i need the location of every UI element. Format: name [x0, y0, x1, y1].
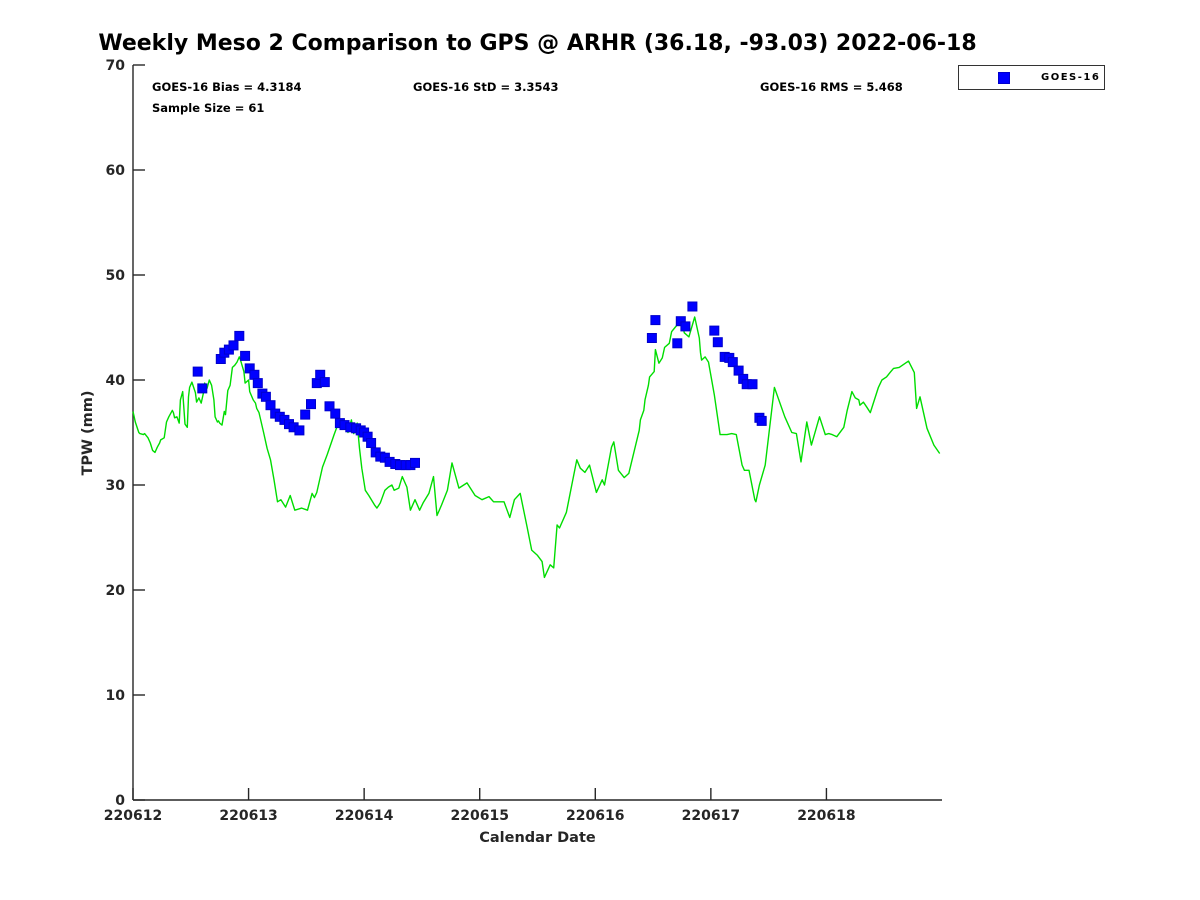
goes16-marker: [306, 399, 316, 410]
goes16-marker: [680, 321, 691, 332]
y-tick-label: 20: [106, 583, 126, 599]
legend-label: GOES-16: [1041, 72, 1101, 83]
stat-rms: GOES-16 RMS = 5.468: [760, 80, 903, 94]
y-tick-label: 0: [115, 793, 125, 809]
y-tick-label: 70: [106, 58, 126, 74]
goes16-marker: [687, 301, 698, 312]
goes16-marker: [252, 378, 263, 389]
goes16-marker: [646, 333, 657, 343]
y-tick-label: 30: [106, 478, 126, 494]
goes16-marker: [747, 379, 758, 390]
stat-bias: GOES-16 Bias = 4.3184: [152, 80, 302, 94]
x-tick-label: 220613: [219, 808, 277, 824]
x-tick-label: 220617: [682, 808, 740, 824]
gps-line: [132, 316, 941, 579]
goes16-marker: [366, 438, 377, 448]
goes16-marker: [249, 369, 260, 380]
goes16-marker: [410, 457, 420, 468]
x-tick-label: 220616: [566, 808, 624, 824]
goes16-marker: [192, 366, 203, 377]
goes16-marker: [300, 409, 311, 420]
goes16-marker: [733, 365, 744, 376]
goes16-marker: [756, 415, 767, 426]
goes16-marker: [260, 391, 271, 402]
x-tick-label: 220612: [104, 808, 162, 824]
goes16-marker: [197, 383, 208, 394]
y-tick-label: 60: [106, 163, 126, 179]
goes16-marker: [650, 315, 661, 326]
y-tick-label: 50: [106, 268, 126, 284]
y-tick-label: 10: [106, 688, 126, 704]
stat-sample-size: Sample Size = 61: [152, 101, 265, 115]
goes16-marker: [727, 357, 738, 368]
goes16-marker: [709, 325, 720, 336]
goes16-marker: [294, 425, 305, 436]
x-axis-label: Calendar Date: [479, 830, 596, 846]
x-tick-label: 220618: [797, 808, 855, 824]
goes16-marker: [228, 340, 239, 351]
x-tick-label: 220615: [450, 808, 508, 824]
goes16-marker: [265, 400, 276, 411]
goes16-legend-marker-icon: [998, 71, 1010, 84]
goes16-marker: [234, 330, 245, 341]
goes16-marker: [712, 337, 723, 348]
stat-std: GOES-16 StD = 3.3543: [413, 80, 559, 94]
x-tick-label: 220614: [335, 808, 394, 824]
goes16-marker: [240, 350, 251, 361]
y-tick-label: 40: [106, 373, 126, 389]
y-axis-label: TPW (mm): [80, 390, 96, 476]
legend-box: GOES-16: [958, 65, 1105, 90]
goes16-marker: [672, 338, 683, 349]
goes16-marker: [319, 377, 330, 388]
goes16-marker: [324, 401, 335, 412]
goes16-marker: [330, 408, 341, 419]
chart-title: Weekly Meso 2 Comparison to GPS @ ARHR (…: [98, 31, 977, 56]
